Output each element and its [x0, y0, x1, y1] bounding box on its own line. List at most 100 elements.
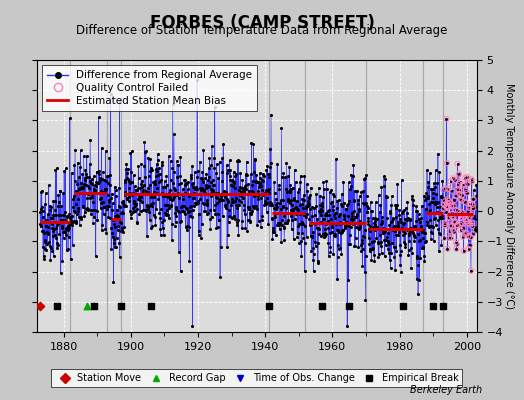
Point [80, 213, 89, 220]
Point [403, 199, 411, 205]
Point [276, 226, 284, 232]
Point [368, 245, 376, 252]
Point [106, 91, 115, 98]
Point [43, 211, 52, 218]
Point [347, 172, 356, 178]
Point [230, 180, 238, 186]
Point [442, 209, 450, 216]
Point [75, 185, 83, 192]
Point [65, 222, 73, 228]
Point [161, 184, 169, 190]
Point [374, 239, 382, 246]
Point [313, 260, 322, 266]
Point [276, 200, 284, 206]
Point [460, 181, 468, 188]
Point [399, 232, 407, 238]
Point [392, 214, 400, 220]
Point [166, 196, 174, 202]
Point [274, 220, 282, 226]
Point [457, 220, 466, 226]
Point [177, 218, 185, 224]
Point [399, 303, 407, 310]
Point [208, 213, 216, 220]
Point [277, 124, 286, 131]
Point [452, 246, 461, 252]
Point [353, 225, 362, 231]
Point [452, 193, 460, 199]
Point [194, 168, 202, 174]
Point [359, 200, 368, 206]
Point [136, 208, 145, 214]
Point [61, 208, 69, 215]
Point [148, 223, 156, 229]
Point [359, 188, 367, 194]
Point [421, 239, 430, 246]
Point [123, 170, 132, 176]
Point [386, 210, 395, 216]
Point [433, 200, 442, 206]
Point [137, 194, 146, 200]
Point [151, 213, 159, 220]
Point [332, 209, 341, 216]
Point [152, 185, 161, 191]
Point [453, 161, 462, 167]
Point [237, 198, 245, 205]
Point [410, 234, 419, 240]
Point [445, 215, 454, 222]
Point [154, 196, 162, 202]
Point [282, 160, 291, 166]
Point [249, 202, 257, 209]
Point [423, 167, 431, 174]
Point [57, 270, 65, 276]
Point [201, 175, 209, 181]
Point [69, 196, 77, 202]
Point [57, 202, 65, 209]
Point [182, 180, 191, 186]
Point [154, 151, 162, 157]
Point [180, 176, 189, 183]
Point [147, 165, 156, 171]
Point [199, 200, 207, 206]
Point [353, 211, 362, 218]
Point [331, 210, 339, 217]
Point [325, 207, 333, 214]
Point [164, 212, 172, 218]
Point [259, 191, 268, 197]
Point [74, 174, 83, 180]
Point [265, 174, 273, 180]
Point [441, 220, 449, 226]
Point [274, 222, 282, 228]
Point [314, 240, 323, 246]
Point [258, 171, 267, 177]
Point [197, 187, 205, 193]
Point [463, 181, 472, 187]
Point [72, 188, 80, 194]
Point [392, 232, 401, 239]
Point [264, 171, 272, 178]
Point [278, 217, 287, 224]
Point [45, 182, 53, 188]
Point [233, 219, 241, 225]
Point [88, 194, 96, 200]
Point [287, 197, 295, 203]
Point [223, 162, 231, 168]
Point [200, 208, 209, 214]
Point [58, 223, 67, 229]
Point [311, 220, 320, 226]
Point [396, 216, 405, 222]
Point [170, 194, 179, 200]
Point [143, 202, 151, 208]
Point [322, 178, 331, 184]
Point [135, 174, 143, 181]
Point [56, 219, 64, 226]
Point [209, 177, 217, 184]
Point [97, 188, 105, 194]
Point [163, 207, 172, 213]
Point [189, 184, 198, 190]
Point [311, 239, 319, 245]
Point [135, 211, 144, 217]
Point [218, 169, 226, 176]
Point [84, 191, 92, 198]
Point [265, 170, 274, 177]
Point [69, 242, 77, 248]
